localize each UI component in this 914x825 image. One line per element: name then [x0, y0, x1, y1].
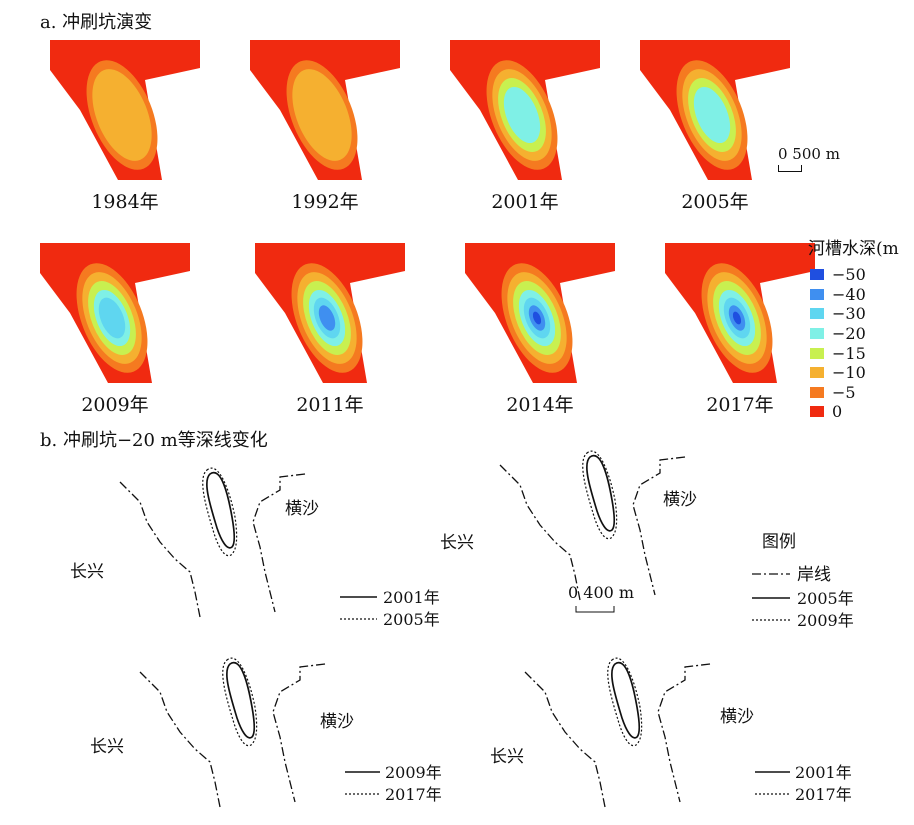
contour-legend: 图例 岸线 2005年 2009年 — [752, 532, 854, 630]
legend-swatch-50 — [810, 269, 824, 281]
scale-bar-a-label: 0 500 m — [778, 145, 840, 163]
legend-label-5: −5 — [832, 382, 856, 402]
legend-dotted-year: 2017年 — [385, 785, 442, 804]
legend-swatch-5 — [810, 386, 824, 398]
bathymetry-map-panel — [640, 40, 790, 180]
legend-solid-year: 2001年 — [383, 588, 440, 607]
bathymetry-map-panel — [255, 243, 405, 383]
section-b-title: b. 冲刷坑−20 m等深线变化 — [40, 430, 268, 451]
panel-year-label: 2017年 — [706, 394, 774, 416]
panel-year-label: 1992年 — [291, 191, 359, 213]
legend-item-40: −40 — [808, 285, 899, 305]
bathymetry-map-panel — [465, 243, 615, 383]
place-label-hengsha: 横沙 — [320, 712, 354, 732]
depth-legend-title: 河槽水深(m — [808, 239, 899, 259]
depth-legend: 河槽水深(m −50 −40 −30 −20 −15 −10 −5 0 — [808, 234, 899, 422]
scale-bar-b-line — [575, 606, 615, 613]
legend-item-50: −50 — [808, 265, 899, 285]
subplot-bottom-right: 长兴 横沙 2001年 2017年 — [490, 657, 852, 808]
panel-year-label: 2005年 — [681, 191, 749, 213]
legend-shoreline-label: 岸线 — [797, 565, 831, 585]
legend-swatch-40 — [810, 288, 824, 300]
place-label-hengsha: 横沙 — [285, 499, 319, 519]
bathymetry-map-panel — [665, 243, 815, 383]
subplot-top-left: 长兴 横沙 2001年 2005年 — [70, 467, 440, 629]
panel-year-label: 2009年 — [81, 394, 149, 416]
place-label-changxing: 长兴 — [90, 737, 124, 757]
legend-label-10: −10 — [832, 363, 866, 383]
legend-item-20: −20 — [808, 324, 899, 344]
legend-item-0: 0 — [808, 402, 899, 422]
place-label-changxing: 长兴 — [490, 747, 524, 767]
scale-bar-a-line — [778, 165, 802, 172]
scale-bar-b-label: 0 400 m — [568, 583, 634, 602]
panel-year-label: 1984年 — [91, 191, 159, 213]
scale-bar-a: 0 500 m — [778, 145, 840, 172]
legend-swatch-0 — [810, 406, 824, 418]
legend-label-15: −15 — [832, 343, 866, 363]
legend-swatch-10 — [810, 367, 824, 379]
legend-solid-year: 2009年 — [385, 763, 442, 782]
place-label-changxing: 长兴 — [70, 562, 104, 582]
contour-legend-title: 图例 — [762, 532, 796, 552]
legend-label-0: 0 — [832, 402, 843, 422]
legend-solid-year: 2005年 — [797, 589, 854, 608]
bathymetry-map-panel — [50, 40, 200, 180]
legend-swatch-20 — [810, 328, 824, 340]
legend-swatch-15 — [810, 347, 824, 359]
panel-year-label: 2014年 — [506, 394, 574, 416]
legend-solid-year: 2001年 — [795, 763, 852, 782]
section-a-title: a. 冲刷坑演变 — [40, 12, 153, 33]
place-label-changxing: 长兴 — [440, 533, 474, 553]
bathymetry-map-panel — [250, 40, 400, 180]
place-label-hengsha: 横沙 — [720, 707, 754, 727]
bathymetry-map-panel — [450, 40, 600, 180]
legend-dotted-year: 2009年 — [797, 611, 854, 630]
legend-dotted-year: 2005年 — [383, 610, 440, 629]
bathymetry-map-panel — [40, 243, 190, 383]
legend-dotted-year: 2017年 — [795, 785, 852, 804]
panel-year-label: 2001年 — [491, 191, 559, 213]
legend-label-40: −40 — [832, 284, 866, 304]
legend-swatch-30 — [810, 308, 824, 320]
legend-item-15: −15 — [808, 343, 899, 363]
legend-label-50: −50 — [832, 265, 866, 285]
scale-bar-b: 0 400 m — [568, 583, 634, 613]
legend-item-10: −10 — [808, 363, 899, 383]
place-label-hengsha: 横沙 — [663, 490, 697, 510]
legend-label-20: −20 — [832, 324, 866, 344]
subplot-bottom-left: 长兴 横沙 2009年 2017年 — [90, 657, 442, 808]
legend-item-5: −5 — [808, 383, 899, 403]
subplot-top-right: 长兴 横沙 — [440, 450, 697, 601]
panel-year-label: 2011年 — [296, 394, 364, 416]
legend-item-30: −30 — [808, 304, 899, 324]
legend-label-30: −30 — [832, 304, 866, 324]
